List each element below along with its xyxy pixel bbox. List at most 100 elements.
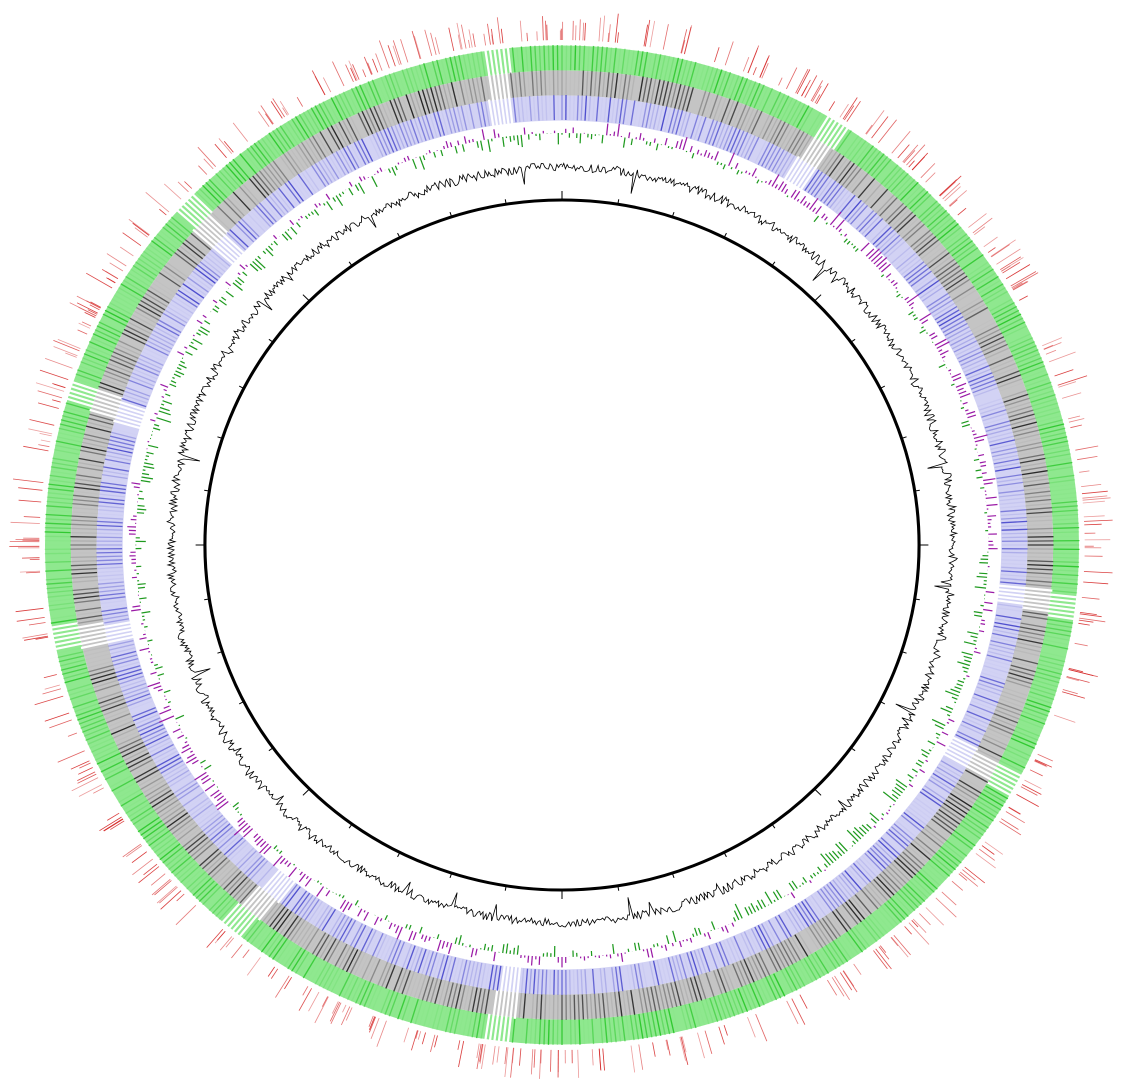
blue-ring-segment	[122, 394, 148, 404]
black-ring-segment	[1021, 614, 1048, 620]
black-ring-segment	[319, 936, 334, 959]
black-ring-segment	[618, 991, 623, 1017]
feature-tick	[44, 358, 73, 369]
gc-skew-bar	[756, 899, 763, 910]
feature-tick	[151, 879, 171, 896]
blue-ring-segment	[480, 101, 487, 127]
gc-skew-bar	[703, 149, 708, 157]
green-ring-segment	[769, 91, 782, 115]
feature-tick	[591, 1049, 594, 1066]
ring-gap	[796, 164, 814, 188]
black-ring-segment	[609, 992, 615, 1018]
gc-skew-bar	[457, 140, 460, 146]
green-ring-segment	[85, 349, 110, 360]
green-ring-segment	[1052, 577, 1079, 581]
blue-ring-segment	[584, 969, 588, 995]
black-ring-segment	[323, 938, 337, 961]
gc-skew-bar	[888, 278, 890, 281]
gc-skew-bar	[433, 151, 437, 158]
scale-tick	[504, 199, 507, 205]
black-ring-segment	[397, 96, 408, 122]
blue-ring-segment	[675, 955, 684, 980]
black-ring-segment	[149, 285, 172, 301]
feature-tick	[799, 994, 808, 1009]
blue-ring-segment	[750, 928, 764, 952]
black-ring-segment	[131, 314, 155, 328]
gc-skew-bar	[813, 215, 820, 223]
green-ring-segment	[156, 233, 178, 250]
gc-skew-bar	[653, 138, 656, 143]
ring-gap	[1022, 602, 1051, 609]
ring-gap	[496, 990, 503, 1018]
feature-tick	[891, 131, 911, 154]
blue-ring-segment	[1001, 551, 1028, 554]
gc-skew-bar	[873, 825, 877, 829]
green-ring-segment	[700, 1000, 710, 1025]
gc-skew-bar	[832, 225, 835, 228]
black-ring-segment	[1000, 694, 1026, 705]
gc-skew-bar	[262, 250, 267, 255]
gc-skew-bar	[707, 152, 711, 159]
green-ring-segment	[1053, 531, 1080, 534]
black-ring-segment	[581, 994, 585, 1020]
feature-tick	[616, 32, 619, 43]
green-ring-segment	[87, 345, 112, 357]
gc-skew-bar	[820, 853, 831, 866]
gc-skew-bar	[394, 925, 400, 934]
black-ring-segment	[987, 727, 1012, 739]
green-ring-segment	[453, 1009, 461, 1035]
gc-skew-bar	[357, 908, 363, 917]
gc-skew-bar	[809, 197, 819, 210]
blue-ring-segment	[572, 969, 575, 995]
blue-ring-segment	[995, 618, 1021, 624]
gc-skew-bar	[895, 783, 906, 791]
green-ring-segment	[964, 816, 987, 833]
feature-tick	[958, 873, 968, 881]
gc-skew-bar	[837, 851, 843, 857]
blue-ring-segment	[880, 234, 901, 253]
black-ring-segment	[913, 839, 934, 858]
feature-tick	[214, 143, 227, 158]
feature-tick	[479, 1044, 484, 1064]
green-ring-segment	[228, 161, 247, 182]
feature-tick	[960, 871, 979, 887]
black-ring-segment	[601, 71, 606, 97]
black-ring-segment	[166, 261, 189, 278]
gc-skew-bar	[880, 274, 885, 278]
ring-gap	[211, 245, 235, 265]
green-ring-segment	[88, 341, 114, 353]
gc-skew-bar	[954, 686, 962, 690]
black-ring-segment	[140, 776, 164, 791]
blue-ring-segment	[156, 322, 180, 337]
blue-ring-segment	[307, 901, 323, 923]
feature-tick	[846, 100, 861, 122]
black-ring-segment	[1002, 690, 1028, 701]
green-ring-segment	[46, 589, 73, 594]
gc-skew-bar	[279, 857, 286, 865]
blue-ring-segment	[108, 443, 134, 451]
green-ring-segment	[363, 82, 375, 107]
gc-skew-bar	[147, 639, 153, 642]
gc-skew-bar	[304, 215, 309, 220]
feature-tick	[911, 920, 919, 928]
green-ring-segment	[113, 781, 137, 796]
ring-gap	[181, 202, 204, 223]
black-ring-segment	[988, 355, 1014, 367]
black-ring-segment	[393, 98, 404, 123]
green-ring-segment	[363, 983, 375, 1008]
gc-skew-bar	[896, 290, 899, 293]
gc-skew-bar	[881, 813, 885, 816]
gc-skew-bar	[846, 240, 851, 245]
green-ring-segment	[1017, 357, 1043, 368]
green-ring-segment	[591, 45, 595, 71]
gc-skew-bar	[278, 850, 283, 854]
gc-skew-bar	[672, 930, 677, 943]
green-ring-segment	[57, 431, 84, 439]
blue-ring-segment	[321, 158, 337, 182]
feature-tick	[411, 1030, 418, 1051]
blue-ring-segment	[693, 115, 703, 140]
gc-skew-bar	[756, 179, 760, 184]
green-ring-segment	[60, 663, 87, 671]
feature-tick	[827, 979, 838, 996]
ring-gap	[1049, 593, 1078, 599]
